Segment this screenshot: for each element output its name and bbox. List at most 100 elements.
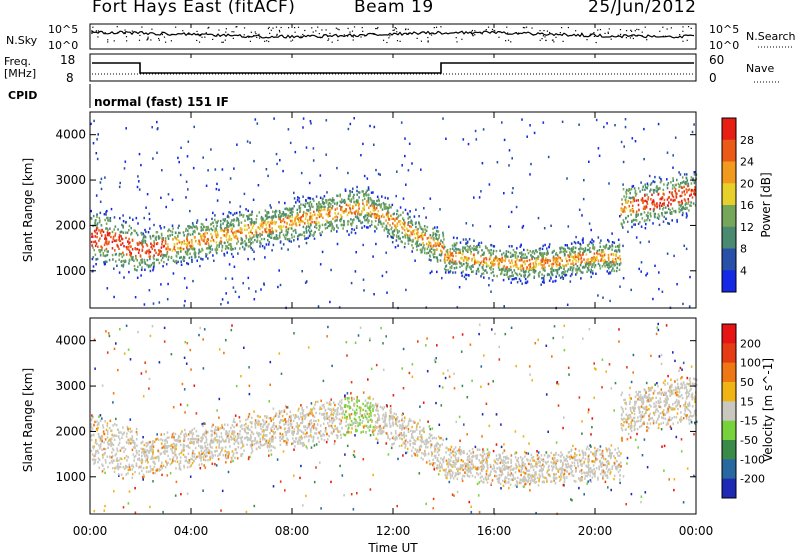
echo-cell (693, 474, 695, 478)
echo-cell (542, 253, 544, 256)
echo-cell (610, 253, 613, 256)
echo-cell (210, 227, 212, 230)
echo-cell (358, 196, 360, 199)
echo-cell (230, 221, 232, 224)
echo-cell (461, 257, 463, 260)
echo-cell (136, 259, 138, 262)
echo-cell (226, 225, 228, 229)
echo-cell (110, 437, 112, 440)
echo-cell (279, 240, 282, 243)
noise-dot (161, 31, 163, 33)
echo-cell (609, 261, 612, 264)
echo-cell (289, 410, 292, 413)
echo-cell (243, 437, 246, 440)
echo-cell (292, 229, 295, 233)
echo-cell (238, 230, 240, 233)
echo-cell (96, 222, 99, 225)
echo-cell (365, 194, 368, 197)
echo-cell (551, 251, 554, 254)
power-colorbar-label: Power [dB] (759, 172, 773, 237)
echo-cell (485, 265, 488, 268)
echo-cell (244, 247, 246, 250)
echo-cell (374, 426, 376, 429)
echo-cell (357, 191, 360, 194)
echo-cell (659, 201, 661, 205)
echo-cell (146, 264, 149, 267)
echo-cell (592, 243, 594, 247)
noise-dot (270, 29, 272, 31)
echo-cell (201, 223, 204, 226)
echo-cell (520, 251, 523, 254)
echo-cell (677, 399, 680, 403)
echo-cell (308, 181, 311, 185)
echo-cell (328, 205, 330, 208)
echo-cell (592, 464, 595, 467)
echo-cell (331, 197, 334, 200)
echo-cell (543, 252, 545, 255)
echo-cell (381, 225, 384, 228)
echo-cell (200, 238, 203, 241)
noise-dot (167, 33, 169, 36)
echo-cell (123, 245, 125, 248)
echo-cell (330, 412, 333, 416)
echo-cell (206, 240, 209, 243)
echo-cell (528, 267, 531, 271)
echo-cell (347, 127, 350, 131)
echo-cell (385, 251, 387, 254)
echo-cell (607, 263, 609, 267)
echo-cell (211, 439, 214, 442)
echo-cell (357, 334, 360, 337)
echo-cell (153, 223, 155, 227)
echo-cell (574, 258, 576, 261)
cpid-value: normal (fast) 151 IF (94, 95, 229, 109)
echo-cell (496, 274, 498, 278)
echo-cell (225, 235, 228, 238)
echo-cell (106, 253, 109, 257)
echo-cell (199, 250, 202, 253)
echo-cell (655, 408, 657, 411)
echo-cell (520, 481, 522, 485)
echo-cell (541, 256, 544, 259)
echo-cell (488, 259, 491, 262)
echo-cell (337, 212, 340, 215)
echo-cell (184, 250, 187, 254)
echo-cell (459, 265, 461, 269)
echo-cell (156, 242, 159, 245)
echo-cell (290, 240, 292, 243)
echo-cell (205, 229, 207, 232)
echo-cell (681, 199, 683, 203)
echo-cell (431, 235, 434, 238)
echo-cell (620, 406, 623, 409)
echo-cell (94, 235, 96, 238)
echo-cell (524, 270, 527, 273)
echo-cell (130, 252, 132, 255)
echo-cell (637, 393, 639, 396)
echo-cell (443, 267, 446, 271)
echo-cell (172, 259, 175, 262)
echo-cell (570, 255, 572, 258)
echo-cell (547, 473, 550, 476)
echo-cell (519, 481, 521, 484)
echo-cell (480, 241, 483, 244)
echo-cell (530, 267, 533, 270)
echo-cell (97, 245, 99, 248)
echo-cell (153, 261, 155, 264)
echo-cell (351, 427, 353, 430)
echo-cell (299, 439, 301, 443)
echo-cell (404, 221, 406, 224)
echo-cell (130, 438, 133, 441)
echo-cell (353, 455, 356, 458)
echo-cell (250, 242, 252, 245)
echo-cell (194, 251, 196, 254)
noise-dot (232, 37, 234, 39)
echo-cell (575, 235, 577, 239)
echo-cell (392, 217, 395, 221)
echo-cell (356, 185, 358, 189)
echo-cell (113, 459, 115, 462)
echo-cell (675, 435, 678, 439)
noise-dot (116, 26, 118, 28)
echo-cell (693, 181, 696, 185)
echo-cell (335, 415, 337, 418)
echo-cell (604, 260, 606, 263)
echo-cell (455, 266, 458, 269)
